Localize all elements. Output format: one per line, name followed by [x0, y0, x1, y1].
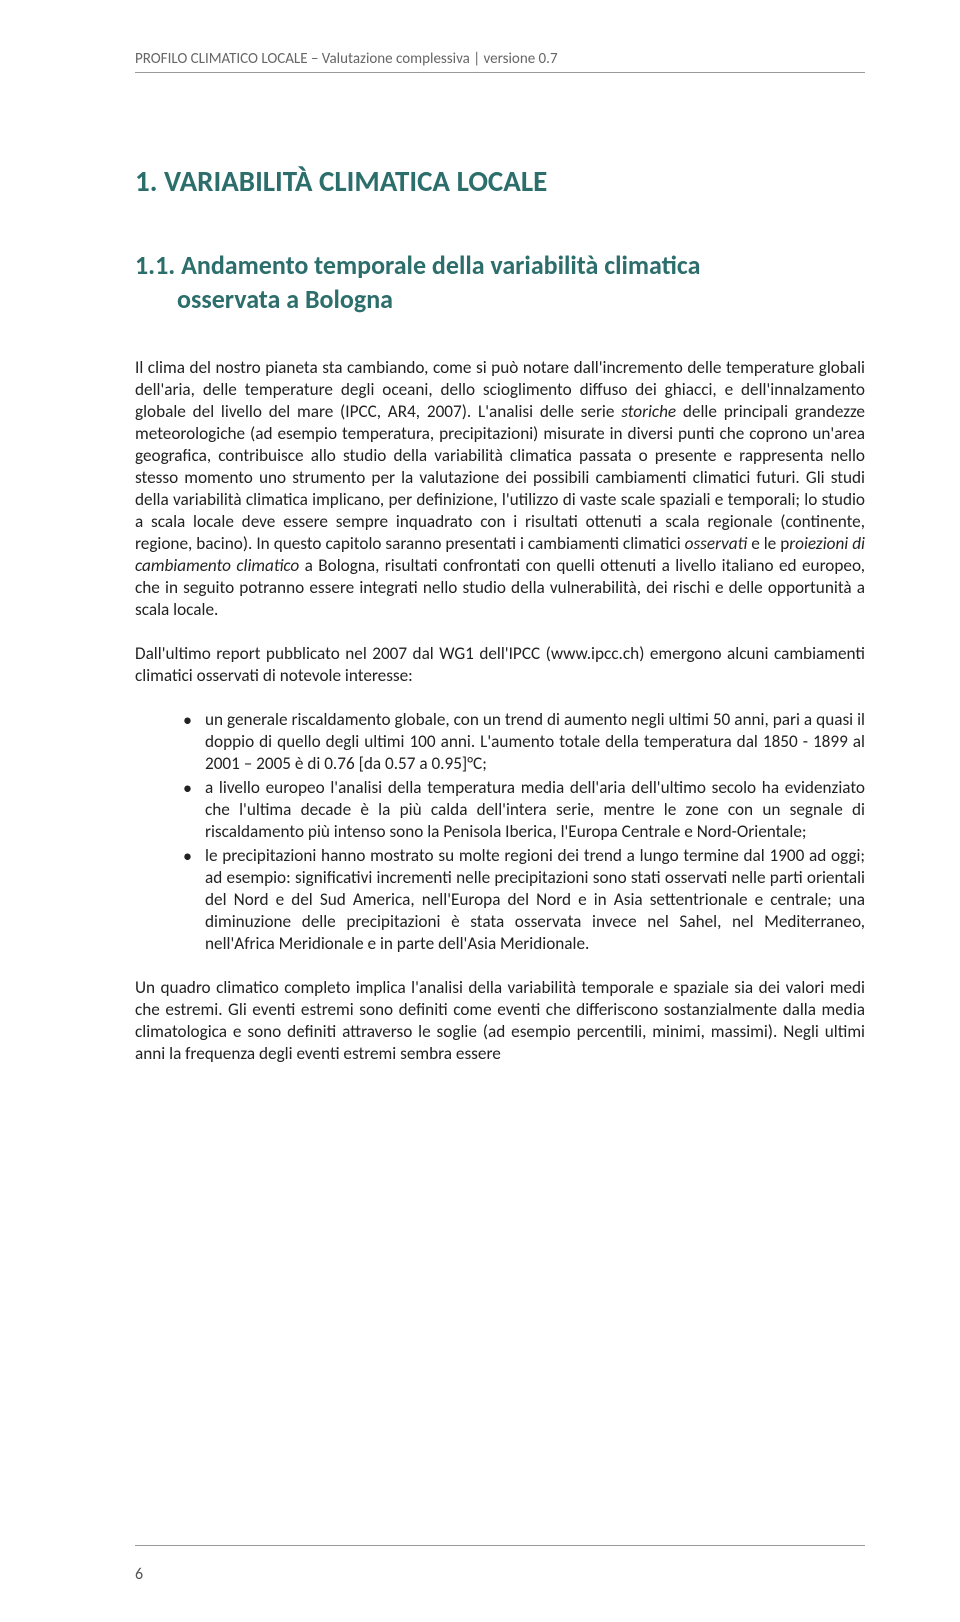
header-text: PROFILO CLIMATICO LOCALE – Valutazione c… — [135, 50, 558, 68]
footer-rule — [135, 1545, 865, 1546]
heading-1: 1. VARIABILITÀ CLIMATICA LOCALE — [135, 163, 865, 199]
bullet-list: un generale riscaldamento globale, con u… — [135, 709, 865, 955]
list-item: le precipitazioni hanno mostrato su molt… — [183, 845, 865, 955]
h2-line1: 1.1. Andamento temporale della variabili… — [135, 249, 700, 281]
paragraph-2: Dall'ultimo report pubblicato nel 2007 d… — [135, 643, 865, 687]
list-item: a livello europeo l'analisi della temper… — [183, 777, 865, 843]
h2-line2: osservata a Bologna — [135, 283, 865, 317]
paragraph-1: Il clima del nostro pianeta sta cambiand… — [135, 357, 865, 621]
page-number: 6 — [135, 1565, 143, 1584]
list-item: un generale riscaldamento globale, con u… — [183, 709, 865, 775]
paragraph-3: Un quadro climatico completo implica l'a… — [135, 977, 865, 1065]
page-header: PROFILO CLIMATICO LOCALE – Valutazione c… — [135, 50, 865, 73]
heading-2: 1.1. Andamento temporale della variabili… — [135, 249, 865, 317]
